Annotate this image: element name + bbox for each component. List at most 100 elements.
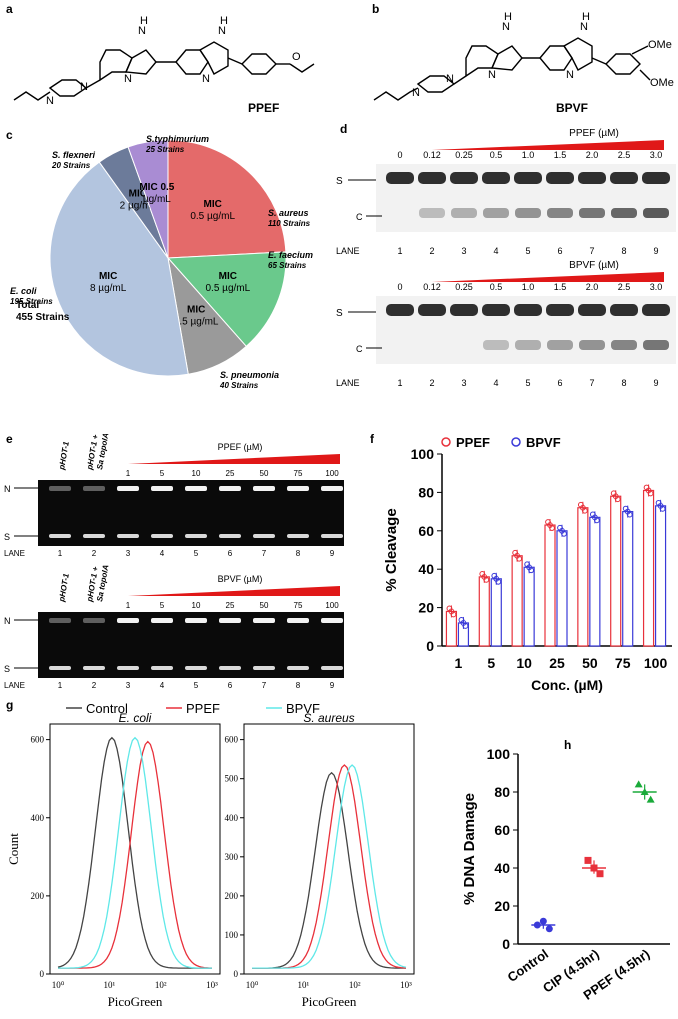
f-point-1-6-2 [659,505,666,512]
band-se-0-7 [287,534,309,538]
lane-d-0-4: 5 [525,246,530,256]
lane-d-1-1: 2 [429,378,434,388]
band-se-1-2 [117,666,139,670]
g-xtick-label-1-3: 10³ [400,980,412,990]
svg-text:H: H [220,15,228,27]
pie-strains-4: 20 Strains [51,161,91,170]
lane-e-0-8: 9 [330,549,335,558]
g-curve-0-BPVF [58,736,212,969]
gel-e-conc-0-5: 75 [294,469,303,478]
band-n-1-3 [151,618,173,623]
band-n-1-5 [219,618,241,623]
g-ytick-label-1-4: 400 [225,813,239,823]
band-c-1-7 [611,340,637,350]
pie-mic-2: MIC [187,304,205,315]
gel-d-conc-1-4: 1.0 [522,282,535,292]
band-s-1-8 [642,304,670,316]
pie-mic-0: MIC [204,199,222,210]
band-n-0-0 [49,486,71,491]
f-legend-label-0: PPEF [456,435,490,450]
lane-e-1-3: 4 [160,681,165,690]
f-bar-0-1 [478,576,490,647]
pie-mic-value-5: µg/mL [143,194,171,205]
f-point-0-4-2 [581,507,588,514]
svg-text:N: N [580,21,588,33]
control-label-e1-0: pHOT-1 [57,440,71,471]
g-xtick-label-0-1: 10¹ [103,980,115,990]
h-ytick-label-3: 60 [494,822,510,838]
band-c-1-5 [547,340,573,350]
gel-e-conc-1-1: 5 [160,601,165,610]
lane-e-0-3: 4 [160,549,165,558]
pie-total-label: Total [16,300,39,311]
svg-text:N: N [412,87,420,99]
lane-d-1-2: 3 [461,378,466,388]
gel-d-conc-1-7: 2.5 [618,282,631,292]
g-ytick-label-1-6: 600 [225,735,239,745]
lane-e-0-0: 1 [58,549,63,558]
band-se-0-2 [117,534,139,538]
pie-strains-5: 25 Strains [145,145,185,154]
lane-e-1-0: 1 [58,681,63,690]
gel-e-conc-0-6: 100 [325,469,339,478]
gel-d-conc-1-6: 2.0 [586,282,599,292]
band-s-0-3 [482,172,510,184]
gel-e-conc-1-4: 50 [260,601,269,610]
h-point-1-2 [596,870,604,878]
band-s-1-6 [578,304,606,316]
h-ytick-label-1: 20 [494,898,510,914]
band-se-1-8 [321,666,343,670]
svg-text:N: N [138,25,146,37]
f-point-1-5-2 [626,511,633,518]
g-ytick-label-1-2: 200 [225,891,239,901]
ppef-structure: H N N H N N N N O PPEF [13,15,315,115]
f-point-0-3-2 [549,525,555,531]
band-s-0-1 [418,172,446,184]
gel-d-conc-0-7: 2.5 [618,150,631,160]
h-ytick-label-5: 100 [487,746,511,762]
band-n-1-7 [287,618,309,623]
band-n-0-1 [83,486,105,491]
band-s-label-0: S [336,176,343,187]
lane-e-0-4: 5 [194,549,199,558]
f-bar-1-1 [490,578,502,647]
f-ytick-label-4: 80 [418,484,434,500]
g-ytick-label-1-3: 300 [225,852,239,862]
g-ytick-label-0-1: 200 [31,891,45,901]
band-c-0-7 [611,208,637,218]
band-se-label-1: S [4,664,10,674]
f-category-1: 5 [487,655,495,671]
control-label-e1-1: pHOT-1 [57,572,71,603]
gel-e-conc-1-0: 1 [126,601,131,610]
f-legend-marker-0 [441,437,451,447]
gel-d-conc-0-3: 0.5 [490,150,503,160]
gel-e-title-0: PPEF (µM) [218,442,263,452]
band-n-0-7 [287,486,309,491]
pie-slice-0 [167,139,287,259]
pie-slice-1 [166,251,287,348]
pie-strains-1: 65 Strains [268,261,307,270]
f-ytick-label-2: 40 [418,561,434,577]
lane-d-1-0: 1 [397,378,402,388]
band-se-1-6 [253,666,275,670]
g-ytick-label-0-3: 600 [31,735,45,745]
gradient-wedge-e-0 [128,454,340,464]
lane-d-1-8: 9 [653,378,658,388]
gel-d-conc-0-6: 2.0 [586,150,599,160]
svg-text:H: H [504,11,512,23]
g-legend-label-1: PPEF [186,701,220,716]
g-curve-1-BPVF [252,764,407,969]
band-s-0-5 [546,172,574,184]
gel-d-conc-1-2: 0.25 [455,282,473,292]
g-ylabel-0: Count [6,833,21,865]
pie-total-strains: 455 Strains [16,312,70,323]
g-ytick-label-0-0: 0 [40,969,45,979]
band-c-1-6 [579,340,605,350]
band-c-1-3 [483,340,509,350]
lane-e-1-2: 3 [126,681,131,690]
panel-label-g: g [6,698,14,712]
band-se-1-5 [219,666,241,670]
band-se-1-3 [151,666,173,670]
g-ytick-label-1-1: 100 [225,930,239,940]
f-point-0-6-2 [647,490,654,497]
